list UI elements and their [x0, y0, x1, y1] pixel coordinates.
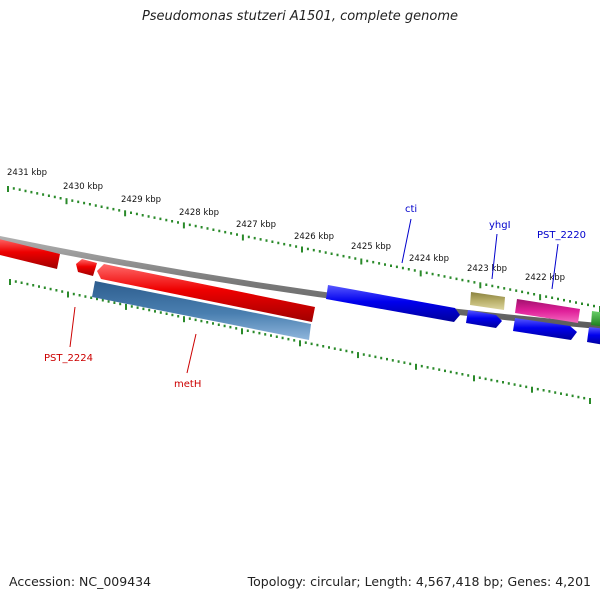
- tick-label: 2425 kbp: [351, 242, 391, 252]
- gene-feature-steelblue[interactable]: [92, 281, 311, 340]
- gene-feature-khaki[interactable]: [470, 292, 505, 310]
- map-title: Pseudomonas stutzeri A1501, complete gen…: [141, 9, 459, 24]
- tick-label: 2428 kbp: [179, 208, 219, 218]
- tick-label: 2423 kbp: [467, 264, 507, 274]
- gene-callouts: [69, 218, 559, 374]
- tick-label: 2429 kbp: [121, 195, 161, 205]
- gene-feature-pink[interactable]: [515, 299, 580, 323]
- gene-label-meth[interactable]: metH: [174, 379, 201, 390]
- outer-tick-ring: [7, 186, 600, 312]
- tick-label: 2431 kbp: [7, 168, 47, 178]
- inner-tick-ring: [9, 279, 591, 404]
- gene-feature-blue[interactable]: [513, 318, 577, 340]
- gene-labels: PST_2224 metH cti yhgI PST_2220: [44, 204, 586, 390]
- gene-feature-red[interactable]: [97, 264, 315, 322]
- callout-line: [69, 306, 76, 348]
- gene-label-pst-2220[interactable]: PST_2220: [537, 230, 586, 241]
- tick-label: 2424 kbp: [409, 254, 449, 264]
- tick-label: 2422 kbp: [525, 273, 565, 283]
- tick-label: 2427 kbp: [236, 220, 276, 230]
- gene-feature-red[interactable]: [76, 259, 97, 276]
- gene-feature-green[interactable]: [591, 311, 600, 327]
- callout-line: [401, 218, 412, 264]
- callout-line: [186, 333, 197, 374]
- gene-feature-blue[interactable]: [326, 285, 460, 322]
- tick-label: 2426 kbp: [294, 232, 334, 242]
- gene-label-pst-2224[interactable]: PST_2224: [44, 353, 93, 364]
- genome-summary: Topology: circular; Length: 4,567,418 bp…: [247, 574, 591, 589]
- accession-label: Accession: NC_009434: [9, 574, 152, 589]
- callout-line: [551, 243, 559, 290]
- reverse-strand-features: [0, 238, 315, 322]
- gene-feature-blue[interactable]: [466, 310, 502, 328]
- callout-line: [491, 233, 498, 280]
- tick-label: 2430 kbp: [63, 182, 103, 192]
- forward-strand-features: [326, 285, 600, 345]
- genome-backbone: [0, 236, 600, 330]
- scale-labels: 2431 kbp 2430 kbp 2429 kbp 2428 kbp 2427…: [7, 168, 565, 283]
- gene-feature-red[interactable]: [0, 238, 60, 269]
- gene-feature-blue[interactable]: [587, 327, 600, 345]
- gene-label-yhgi[interactable]: yhgI: [489, 220, 511, 231]
- gene-label-cti[interactable]: cti: [405, 204, 417, 215]
